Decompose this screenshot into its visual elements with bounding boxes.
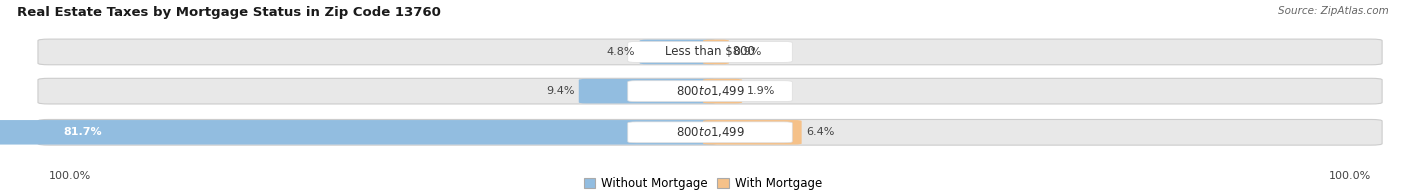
Text: 100.0%: 100.0% [49,171,91,181]
FancyBboxPatch shape [640,40,717,64]
FancyBboxPatch shape [579,79,717,103]
Text: 6.4%: 6.4% [806,127,834,137]
Text: 81.7%: 81.7% [63,127,101,137]
Text: Real Estate Taxes by Mortgage Status in Zip Code 13760: Real Estate Taxes by Mortgage Status in … [17,6,440,19]
Legend: Without Mortgage, With Mortgage: Without Mortgage, With Mortgage [583,177,823,190]
Text: 0.9%: 0.9% [733,47,762,57]
Text: 100.0%: 100.0% [1329,171,1371,181]
Text: $800 to $1,499: $800 to $1,499 [675,84,745,98]
FancyBboxPatch shape [703,79,742,103]
FancyBboxPatch shape [627,122,793,143]
Text: 9.4%: 9.4% [546,86,575,96]
FancyBboxPatch shape [38,78,1382,104]
FancyBboxPatch shape [627,42,793,62]
FancyBboxPatch shape [0,120,717,145]
FancyBboxPatch shape [703,40,728,64]
Text: 1.9%: 1.9% [747,86,775,96]
Text: Less than $800: Less than $800 [665,45,755,58]
Text: $800 to $1,499: $800 to $1,499 [675,125,745,139]
FancyBboxPatch shape [627,81,793,102]
FancyBboxPatch shape [38,120,1382,145]
FancyBboxPatch shape [38,39,1382,65]
Text: 4.8%: 4.8% [607,47,636,57]
FancyBboxPatch shape [703,120,801,145]
Text: Source: ZipAtlas.com: Source: ZipAtlas.com [1278,6,1389,16]
